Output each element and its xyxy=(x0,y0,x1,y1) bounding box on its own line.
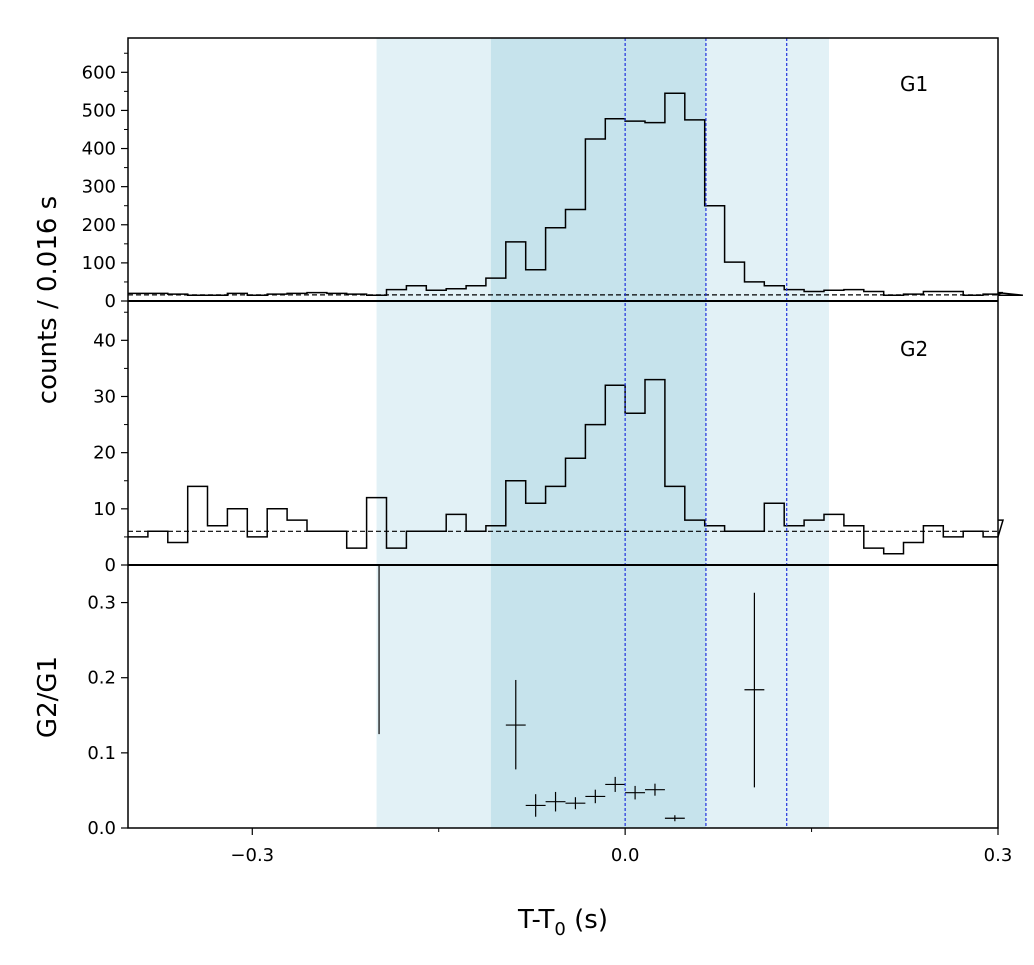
lightcurve-g1 xyxy=(128,92,1023,297)
panel-g1: 0 100 200 300 400 500 600 xyxy=(82,52,1023,312)
y-tick-label: 0.1 xyxy=(87,743,116,764)
panel-label-g2: G2 xyxy=(900,337,928,361)
y-tick-label: 0 xyxy=(105,555,116,576)
panel-g2: 0 10 20 30 40 xyxy=(93,311,1005,576)
x-tick-label: 0.3 xyxy=(984,845,1013,866)
y-tick-label: 0.3 xyxy=(87,593,116,614)
x-tick-label: 0.0 xyxy=(611,845,640,866)
reference-lines xyxy=(624,38,788,828)
y-tick-label: 200 xyxy=(82,215,116,236)
y-tick-label: 400 xyxy=(82,139,116,160)
y-tick-label: 300 xyxy=(82,177,116,198)
shaded-regions xyxy=(376,38,829,828)
y-tick-label: 20 xyxy=(93,443,116,464)
y-tick-label: 0.0 xyxy=(87,818,116,839)
panel-frames xyxy=(127,37,999,829)
y-tick-label: 500 xyxy=(82,100,116,121)
y-tick-label: 600 xyxy=(82,62,116,83)
x-axis-title-unit: (s) xyxy=(566,905,608,935)
x-axis-title-main: T-T xyxy=(517,905,554,935)
y-axis-title-counts: counts / 0.016 s xyxy=(33,196,63,404)
shaded-region-1 xyxy=(490,38,706,828)
panel-ratio: 0.0 0.1 0.2 0.3 xyxy=(87,565,765,839)
lightcurve-g2 xyxy=(128,378,1005,555)
y-tick-label: 30 xyxy=(93,386,116,407)
y-axis-title-ratio: G2/G1 xyxy=(33,656,63,738)
y-tick-label: 100 xyxy=(82,253,116,274)
x-axis: −0.3 0.0 0.3 xyxy=(230,828,1012,866)
x-axis-title: T-T0 (s) xyxy=(517,905,608,940)
plot-frame xyxy=(127,37,999,829)
y-tick-label: 0 xyxy=(105,291,116,312)
y-tick-label: 40 xyxy=(93,330,116,351)
y-tick-label: 10 xyxy=(93,499,116,520)
y-tick-label: 0.2 xyxy=(87,668,116,689)
panel-label-g1: G1 xyxy=(900,72,928,96)
x-axis-title-subscript: 0 xyxy=(554,919,565,940)
x-tick-label: −0.3 xyxy=(230,845,274,866)
